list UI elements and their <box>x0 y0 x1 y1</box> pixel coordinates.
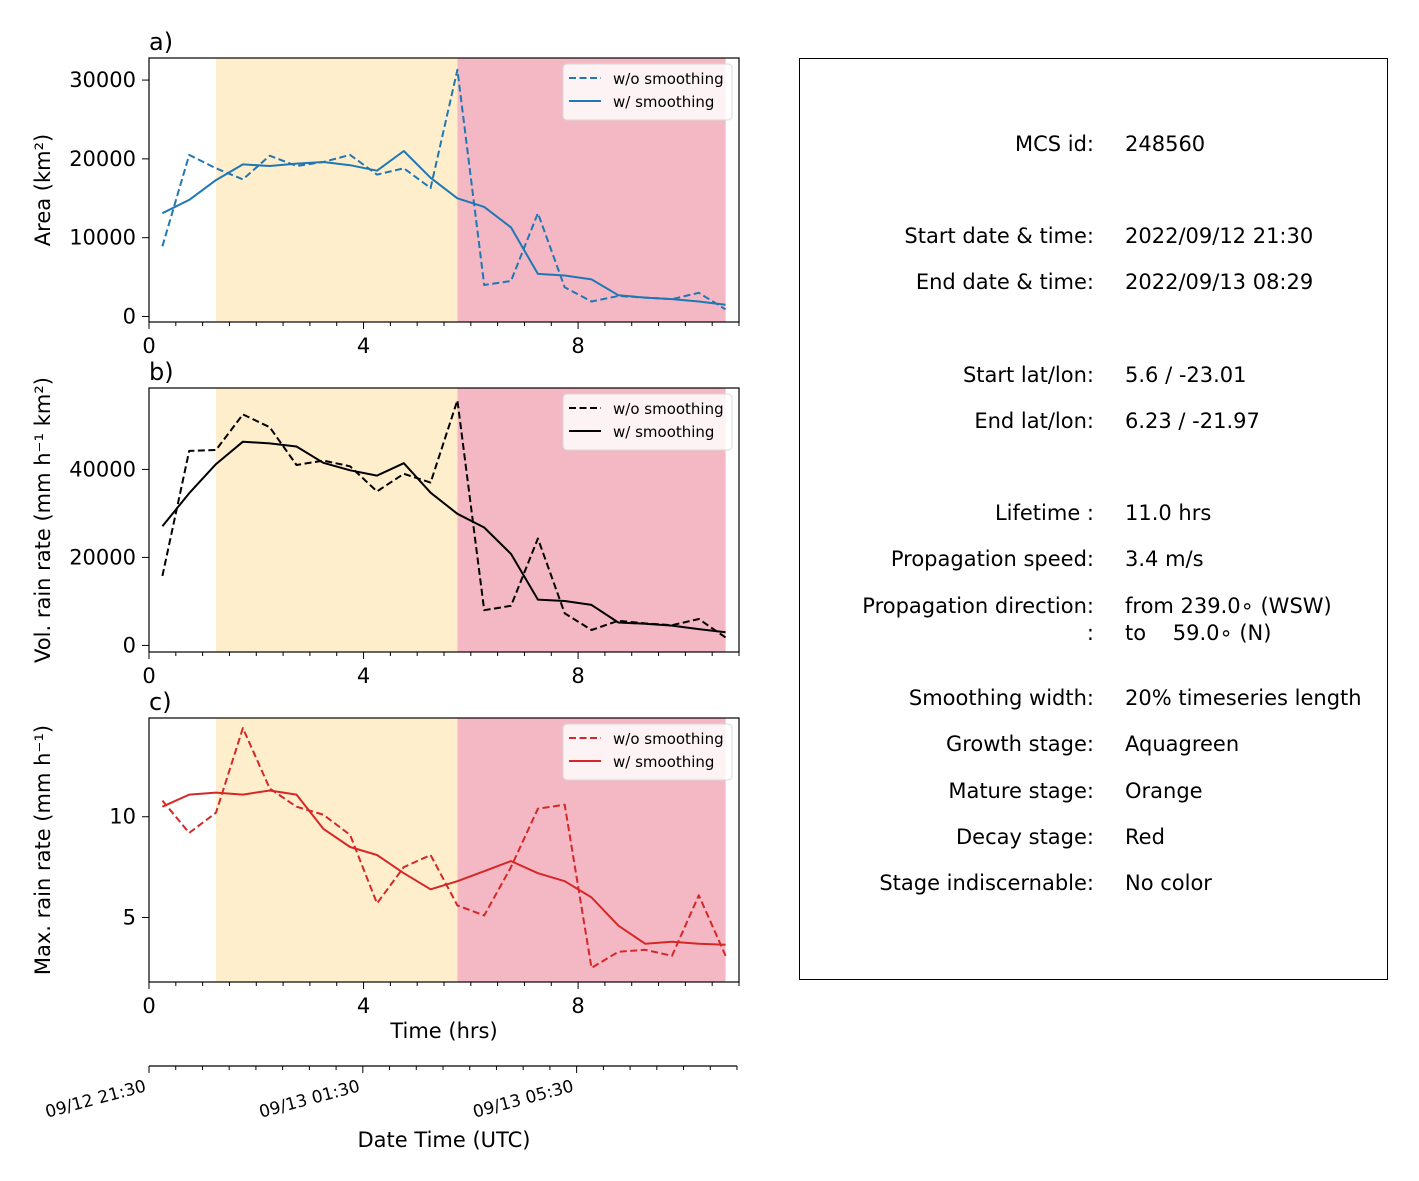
legend-label-raw: w/o smoothing <box>613 730 724 748</box>
panel-maxrain: 0 4 8 5 10 Max. rain rate (mm h⁻¹) c) w/o smoot… <box>31 688 740 1043</box>
info-key-lifetime: Lifetime : <box>994 501 1094 525</box>
info-key-speed: Propagation speed: <box>890 547 1094 571</box>
info-key-direction: Propagation direction: <box>862 594 1094 618</box>
datetime-axis-label: Date Time (UTC) <box>358 1128 531 1152</box>
info-value-direction-to: to 59.0∘ (N) <box>1125 621 1272 645</box>
y-tick-label: 20000 <box>69 545 136 569</box>
legend-label-raw: w/o smoothing <box>613 400 724 418</box>
info-key-decay: Decay stage: <box>956 825 1094 849</box>
info-value-mcs-id: 248560 <box>1125 132 1206 156</box>
legend-label-smooth: w/ smoothing <box>613 93 714 111</box>
smoothed-series-line <box>161 150 726 306</box>
legend-box <box>562 393 733 451</box>
raw-series-line <box>161 727 727 969</box>
info-key-mature: Mature stage: <box>948 779 1094 803</box>
panel-volrain: 0 4 8 0 20000 40000 Vol. rain rate (mm h⁻¹ km²… <box>31 358 740 688</box>
x-tick-label: 8 <box>571 664 584 688</box>
datetime-tick-label: 09/13 01:30 <box>257 1077 362 1123</box>
info-key-end-datetime: End date & time: <box>915 270 1094 294</box>
x-tick-label: 4 <box>357 664 370 688</box>
info-value-end-datetime: 2022/09/13 08:29 <box>1125 270 1314 294</box>
legend: w/o smoothing w/ smoothing <box>562 63 733 121</box>
legend: w/o smoothing w/ smoothing <box>562 393 733 451</box>
info-key-start-latlon: Start lat/lon: <box>962 363 1094 387</box>
info-value-mature: Orange <box>1125 779 1203 803</box>
info-key-end-latlon: End lat/lon: <box>974 409 1094 433</box>
smoothed-series-line <box>161 789 726 946</box>
info-value-indiscernable: No color <box>1125 871 1212 895</box>
info-value-growth: Aquagreen <box>1125 732 1240 756</box>
legend-label-smooth: w/ smoothing <box>613 753 714 771</box>
smoothed-series-line <box>161 440 726 634</box>
x-tick-label: 0 <box>142 994 155 1018</box>
info-value-smoothing: 20% timeseries length <box>1125 686 1362 710</box>
info-key-mcs-id: MCS id: <box>1014 132 1094 156</box>
x-tick-label: 0 <box>142 664 155 688</box>
legend-label-raw: w/o smoothing <box>613 70 724 88</box>
legend-box <box>562 723 733 781</box>
info-key-smoothing: Smoothing width: <box>908 686 1094 710</box>
info-value-start-datetime: 2022/09/12 21:30 <box>1125 224 1314 248</box>
panel-label: b) <box>149 358 174 386</box>
panel-area: 0 4 8 0 10000 20000 30000 Area (km²) a) w/o smoot… <box>31 28 740 358</box>
y-tick-label: 40000 <box>69 457 136 481</box>
datetime-tick-label: 09/13 05:30 <box>471 1077 576 1123</box>
y-axis-label: Max. rain rate (mm h⁻¹) <box>31 725 55 975</box>
mature-stage-band <box>216 388 458 652</box>
y-tick-label: 0 <box>123 304 136 328</box>
info-key-start-datetime: Start date & time: <box>904 224 1094 248</box>
raw-series-line <box>161 399 727 639</box>
info-value-decay: Red <box>1125 825 1165 849</box>
legend-label-smooth: w/ smoothing <box>613 423 714 441</box>
panel-label: a) <box>149 28 173 56</box>
info-value-end-latlon: 6.23 / -21.97 <box>1125 409 1260 433</box>
datetime-tick-label: 09/12 21:30 <box>43 1077 148 1123</box>
y-axis-label: Area (km²) <box>31 134 55 246</box>
info-panel: MCS id: 248560 Start date & time: 2022/0… <box>799 58 1388 980</box>
x-tick-label: 4 <box>357 334 370 358</box>
y-tick-label: 10 <box>109 805 136 829</box>
x-tick-label: 8 <box>571 334 584 358</box>
y-tick-label: 20000 <box>69 147 136 171</box>
y-axis-label: Vol. rain rate (mm h⁻¹ km²) <box>31 377 55 663</box>
info-key-indiscernable: Stage indiscernable: <box>879 871 1094 895</box>
info-value-direction-from: from 239.0∘ (WSW) <box>1125 594 1332 618</box>
panel-label: c) <box>149 688 172 716</box>
mature-stage-band <box>216 58 458 322</box>
legend-box <box>562 63 733 121</box>
info-key-growth: Growth stage: <box>945 732 1094 756</box>
y-tick-label: 30000 <box>69 68 136 92</box>
legend: w/o smoothing w/ smoothing <box>562 723 733 781</box>
x-tick-label: 8 <box>571 994 584 1018</box>
mature-stage-band <box>216 718 458 982</box>
datetime-axis: 09/12 21:30 09/13 01:30 09/13 05:30 Date Ti… <box>43 1065 738 1152</box>
x-tick-label: 4 <box>357 994 370 1018</box>
x-tick-label: 0 <box>142 334 155 358</box>
y-tick-label: 10000 <box>69 226 136 250</box>
y-tick-label: 0 <box>123 633 136 657</box>
y-tick-label: 5 <box>123 906 136 930</box>
x-axis-label: Time (hrs) <box>389 1019 497 1043</box>
info-value-speed: 3.4 m/s <box>1125 547 1204 571</box>
info-key-direction-to: : <box>1086 621 1094 645</box>
info-value-start-latlon: 5.6 / -23.01 <box>1125 363 1247 387</box>
info-value-lifetime: 11.0 hrs <box>1125 501 1212 525</box>
